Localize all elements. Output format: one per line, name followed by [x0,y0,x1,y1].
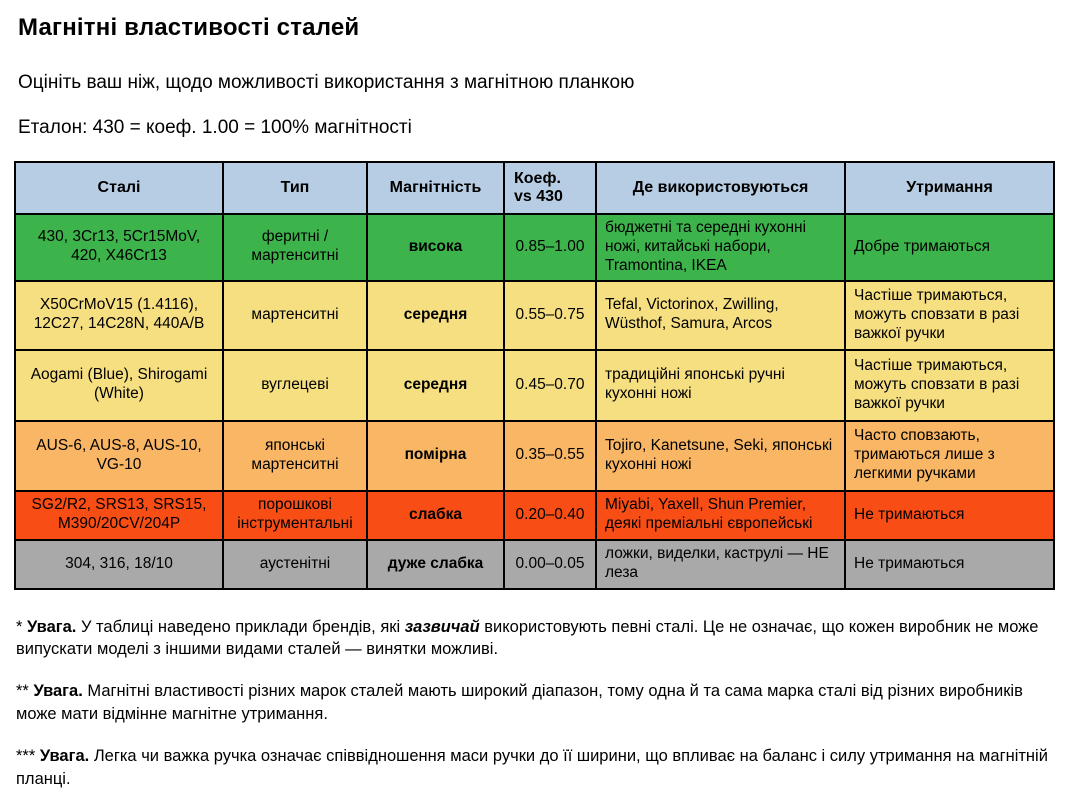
notes-section: * Увага. У таблиці наведено приклади бре… [16,616,1051,791]
cell-steels: X50CrMoV15 (1.4116), 12C27, 14C28N, 440A… [14,279,224,351]
table-row-medium-stainless: X50CrMoV15 (1.4116), 12C27, 14C28N, 440A… [14,279,1055,351]
cell-holding: Не тримаються [844,489,1055,541]
note-label: Увага. [39,746,90,765]
cell-magnetism: висока [366,213,505,282]
cell-magnetism: помірна [366,419,505,492]
cell-usage: Miyabi, Yaxell, Shun Premier, деякі прем… [595,489,846,541]
cell-magnetism: середня [366,348,505,422]
note-label: Увага. [33,682,83,701]
cell-type: японські мартенситні [222,419,368,492]
note-marker: *** [16,746,36,765]
note-brands: * Увага. У таблиці наведено приклади бре… [16,616,1051,662]
table-row-weak: SG2/R2, SRS13, SRS15, M390/20CV/204P пор… [14,489,1055,541]
table-row-moderate: AUS-6, AUS-8, AUS-10, VG-10 японські мар… [14,419,1055,492]
column-header-steels: Сталі [14,161,224,215]
cell-usage: традиційні японські ручні кухонні ножі [595,348,846,422]
cell-type: вуглецеві [222,348,368,422]
cell-steels: 304, 316, 18/10 [14,538,224,590]
note-text: Магнітні властивості різних марок сталей… [16,682,1023,724]
cell-steels: SG2/R2, SRS13, SRS15, M390/20CV/204P [14,489,224,541]
cell-holding: Часто сповзають, тримаються лише з легки… [844,419,1055,492]
cell-type: порошкові інструментальні [222,489,368,541]
note-marker: * [16,617,23,636]
cell-steels: AUS-6, AUS-8, AUS-10, VG-10 [14,419,224,492]
cell-usage: бюджетні та середні кухонні ножі, китайс… [595,213,846,282]
cell-magnetism: слабка [366,489,505,541]
note-text: У таблиці наведено приклади брендів, які [80,617,401,636]
column-header-coefficient: Коеф. vs 430 [503,161,597,215]
page-title: Магнітні властивості сталей [18,14,360,41]
note-emphasis: зазвичай [404,617,480,636]
cell-holding: Не тримаються [844,538,1055,590]
cell-type: аустенітні [222,538,368,590]
note-range: ** Увага. Магнітні властивості різних ма… [16,680,1051,726]
cell-holding: Частіше тримаються, можуть сповзати в ра… [844,348,1055,422]
cell-holding: Частіше тримаються, можуть сповзати в ра… [844,279,1055,351]
cell-magnetism: середня [366,279,505,351]
table-header-row: Сталі Тип Магнітність Коеф. vs 430 Де ви… [14,161,1055,215]
reference-line: Еталон: 430 = коеф. 1.00 = 100% магнітно… [18,117,412,138]
cell-coefficient: 0.35–0.55 [503,419,597,492]
note-text: використовують певні сталі. Це не означа… [16,617,1039,659]
cell-coefficient: 0.45–0.70 [503,348,597,422]
column-header-type: Тип [222,161,368,215]
cell-usage: Tojiro, Kanetsune, Seki, японські кухонн… [595,419,846,492]
cell-magnetism: дуже слабка [366,538,505,590]
note-marker: ** [16,682,29,701]
cell-coefficient: 0.55–0.75 [503,279,597,351]
column-header-usage: Де використовуються [595,161,846,215]
cell-type: мартенситні [222,279,368,351]
table-row-very-weak: 304, 316, 18/10 аустенітні дуже слабка 0… [14,538,1055,590]
cell-steels: 430, 3Cr13, 5Cr15MoV, 420, X46Cr13 [14,213,224,282]
cell-coefficient: 0.20–0.40 [503,489,597,541]
cell-holding: Добре тримаються [844,213,1055,282]
cell-type: феритні / мартенситні [222,213,368,282]
steel-magnetism-table: Сталі Тип Магнітність Коеф. vs 430 Де ви… [14,161,1055,590]
cell-coefficient: 0.00–0.05 [503,538,597,590]
cell-steels: Aogami (Blue), Shirogami (White) [14,348,224,422]
table-row-medium-carbon: Aogami (Blue), Shirogami (White) вуглеце… [14,348,1055,422]
cell-coefficient: 0.85–1.00 [503,213,597,282]
note-handle: *** Увага. Легка чи важка ручка означає … [16,745,1051,791]
note-text: Легка чи важка ручка означає співвідноше… [16,746,1048,788]
table-row-high: 430, 3Cr13, 5Cr15MoV, 420, X46Cr13 ферит… [14,213,1055,282]
page-subtitle: Оцініть ваш ніж, щодо можливості викорис… [18,72,635,93]
cell-usage: Tefal, Victorinox, Zwilling, Wüsthof, Sa… [595,279,846,351]
note-label: Увага. [27,617,77,636]
column-header-magnetism: Магнітність [366,161,505,215]
cell-usage: ложки, виделки, каструлі — НЕ леза [595,538,846,590]
column-header-holding: Утримання [844,161,1055,215]
